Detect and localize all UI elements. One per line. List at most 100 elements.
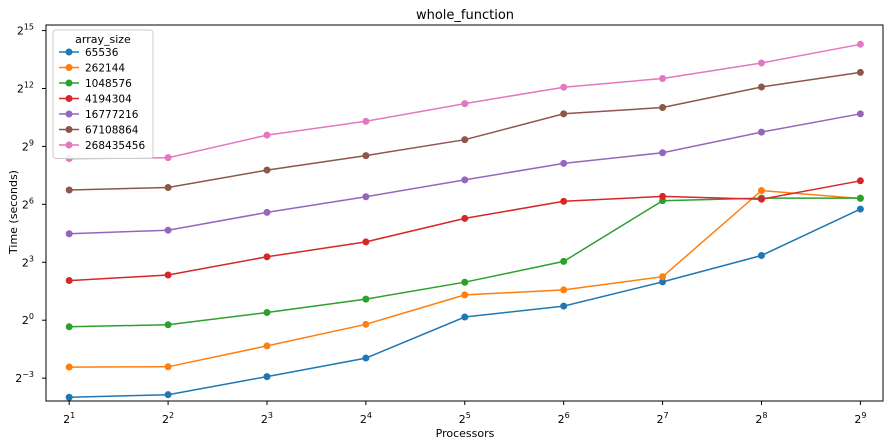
data-point xyxy=(659,103,667,111)
data-point xyxy=(659,149,667,157)
data-point xyxy=(263,308,271,316)
series-16777216 xyxy=(65,110,864,238)
data-point xyxy=(560,257,568,265)
data-point xyxy=(263,208,271,216)
legend-swatch-marker xyxy=(65,110,73,118)
data-point xyxy=(362,193,370,201)
axis-ticks: 2−3 20 23 26 29 212 215 21 22 23 24 25 26 27 28 29 xyxy=(15,23,866,426)
y-tick-label: 215 xyxy=(17,23,34,38)
legend-item: 268435456 xyxy=(59,140,145,152)
legend-swatch-marker xyxy=(65,126,73,133)
data-point xyxy=(164,271,172,279)
data-point xyxy=(65,186,73,194)
data-point xyxy=(461,278,469,286)
data-point xyxy=(856,194,864,202)
legend-label: 4194304 xyxy=(85,94,132,106)
data-point xyxy=(362,320,370,328)
legend-label: 65536 xyxy=(85,47,119,59)
data-point xyxy=(362,295,370,303)
data-point xyxy=(659,273,667,281)
data-point xyxy=(164,184,172,192)
data-point xyxy=(65,230,73,238)
data-point xyxy=(560,159,568,167)
data-point xyxy=(164,363,172,371)
data-point xyxy=(856,40,864,48)
series-67108864 xyxy=(65,68,864,194)
legend-item: 1048576 xyxy=(59,78,132,90)
legend-label: 1048576 xyxy=(85,78,132,90)
legend-item: 16777216 xyxy=(59,109,139,121)
data-point xyxy=(757,252,765,260)
x-tick-label: 21 xyxy=(63,411,75,426)
data-point xyxy=(362,354,370,362)
series-layer xyxy=(65,40,864,401)
legend-swatch-marker xyxy=(65,141,73,149)
data-point xyxy=(856,68,864,76)
x-tick-label: 23 xyxy=(261,411,273,426)
legend-swatch-marker xyxy=(65,95,73,102)
data-point xyxy=(164,391,172,399)
data-point xyxy=(164,321,172,329)
data-point xyxy=(65,323,73,331)
x-tick-label: 27 xyxy=(657,411,669,426)
legend-item: 65536 xyxy=(59,47,119,59)
data-point xyxy=(757,83,765,91)
chart-title: whole_function xyxy=(416,8,514,23)
plot-frame xyxy=(45,24,884,402)
data-point xyxy=(461,100,469,108)
y-tick-label: 23 xyxy=(22,254,34,269)
x-tick-label: 22 xyxy=(162,411,174,426)
y-axis-label: Time (seconds) xyxy=(7,170,20,255)
y-tick-label: 20 xyxy=(22,312,34,327)
data-point xyxy=(362,117,370,125)
data-point xyxy=(659,278,667,286)
data-point xyxy=(263,342,271,350)
data-point xyxy=(164,154,172,162)
data-point xyxy=(461,214,469,222)
data-point xyxy=(362,238,370,246)
y-tick-label: 26 xyxy=(22,196,34,211)
data-point xyxy=(757,128,765,136)
data-point xyxy=(164,226,172,234)
data-point xyxy=(461,313,469,321)
data-point xyxy=(757,195,765,203)
data-point xyxy=(65,393,73,401)
legend-label: 16777216 xyxy=(85,109,139,121)
legend-item: 67108864 xyxy=(59,125,139,137)
x-tick-label: 29 xyxy=(854,411,866,426)
x-tick-label: 24 xyxy=(360,411,372,426)
data-point xyxy=(263,166,271,174)
data-point xyxy=(659,75,667,83)
data-point xyxy=(560,197,568,205)
data-point xyxy=(856,177,864,185)
data-point xyxy=(461,176,469,184)
legend-swatch-marker xyxy=(65,48,73,56)
data-point xyxy=(263,253,271,261)
legend-label: 268435456 xyxy=(85,140,145,152)
legend-label: 262144 xyxy=(85,63,125,75)
legend-swatch-marker xyxy=(65,79,73,87)
data-point xyxy=(856,205,864,213)
legend-item: 262144 xyxy=(59,63,125,75)
series-268435456 xyxy=(65,40,864,163)
y-tick-label: 212 xyxy=(17,80,34,95)
data-point xyxy=(263,131,271,139)
x-axis-label: Processors xyxy=(436,427,495,440)
data-point xyxy=(560,83,568,91)
legend-swatch-marker xyxy=(65,64,73,71)
x-tick-label: 28 xyxy=(755,411,767,426)
data-point xyxy=(757,187,765,195)
series-65536 xyxy=(65,205,864,401)
data-point xyxy=(560,110,568,118)
data-point xyxy=(757,59,765,67)
legend-item: 4194304 xyxy=(59,94,132,106)
x-tick-label: 25 xyxy=(459,411,471,426)
y-tick-label: 2−3 xyxy=(15,370,34,385)
data-point xyxy=(362,152,370,160)
legend-title: array_size xyxy=(75,33,131,46)
legend-box xyxy=(52,29,154,159)
data-point xyxy=(856,110,864,118)
data-point xyxy=(560,286,568,294)
